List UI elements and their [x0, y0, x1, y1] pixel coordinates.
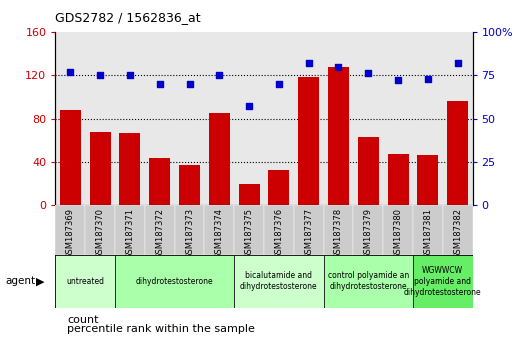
Bar [324, 255, 413, 308]
Text: GSM187381: GSM187381 [423, 208, 432, 259]
Text: GSM187377: GSM187377 [304, 208, 313, 259]
Text: ▶: ▶ [36, 276, 44, 286]
Point [305, 60, 313, 66]
Text: bicalutamide and
dihydrotestosterone: bicalutamide and dihydrotestosterone [240, 272, 318, 291]
Text: GSM187374: GSM187374 [215, 208, 224, 259]
Point [364, 71, 373, 76]
Text: GSM187380: GSM187380 [393, 208, 402, 259]
Point [245, 104, 253, 109]
Text: GSM187378: GSM187378 [334, 208, 343, 259]
Bar [239, 184, 260, 205]
Text: agent: agent [5, 276, 35, 286]
Bar [149, 158, 170, 205]
Text: GSM187370: GSM187370 [96, 208, 105, 259]
Bar [418, 155, 438, 205]
Point [96, 73, 105, 78]
Text: dihydrotestosterone: dihydrotestosterone [136, 277, 213, 286]
Point [215, 73, 223, 78]
Bar [413, 205, 443, 255]
Bar [55, 205, 85, 255]
Bar [353, 205, 383, 255]
Bar [413, 255, 473, 308]
Bar [447, 101, 468, 205]
Text: untreated: untreated [66, 277, 104, 286]
Bar [55, 255, 115, 308]
Bar [204, 205, 234, 255]
Bar [383, 205, 413, 255]
Bar [264, 205, 294, 255]
Text: percentile rank within the sample: percentile rank within the sample [67, 324, 255, 333]
Bar [145, 205, 175, 255]
Bar [90, 132, 110, 205]
Text: GSM187376: GSM187376 [275, 208, 284, 259]
Point [66, 69, 74, 75]
Bar [119, 133, 140, 205]
Bar [115, 255, 234, 308]
Bar [60, 110, 81, 205]
Point [423, 76, 432, 81]
Point [126, 73, 134, 78]
Bar [328, 67, 349, 205]
Bar [115, 205, 145, 255]
Bar [294, 205, 324, 255]
Bar [298, 78, 319, 205]
Bar [234, 205, 264, 255]
Point [454, 60, 462, 66]
Bar [85, 205, 115, 255]
Text: count: count [67, 315, 99, 325]
Text: GSM187371: GSM187371 [126, 208, 135, 259]
Bar [268, 170, 289, 205]
Bar [443, 205, 473, 255]
Text: control polyamide an
dihydrotestosterone: control polyamide an dihydrotestosterone [328, 272, 409, 291]
Bar [324, 205, 353, 255]
Bar [358, 137, 379, 205]
Text: GSM187369: GSM187369 [66, 208, 75, 259]
Bar [388, 154, 409, 205]
Bar [234, 255, 324, 308]
Text: GSM187373: GSM187373 [185, 208, 194, 259]
Bar [209, 113, 230, 205]
Bar [175, 205, 204, 255]
Point [334, 64, 343, 69]
Point [185, 81, 194, 87]
Point [394, 78, 402, 83]
Point [275, 81, 283, 87]
Text: GSM187372: GSM187372 [155, 208, 164, 259]
Point [155, 81, 164, 87]
Text: GSM187379: GSM187379 [364, 208, 373, 259]
Text: WGWWCW
polyamide and
dihydrotestosterone: WGWWCW polyamide and dihydrotestosterone [404, 266, 482, 297]
Text: GSM187375: GSM187375 [244, 208, 253, 259]
Text: GSM187382: GSM187382 [453, 208, 462, 259]
Text: GDS2782 / 1562836_at: GDS2782 / 1562836_at [55, 11, 201, 24]
Bar [179, 165, 200, 205]
